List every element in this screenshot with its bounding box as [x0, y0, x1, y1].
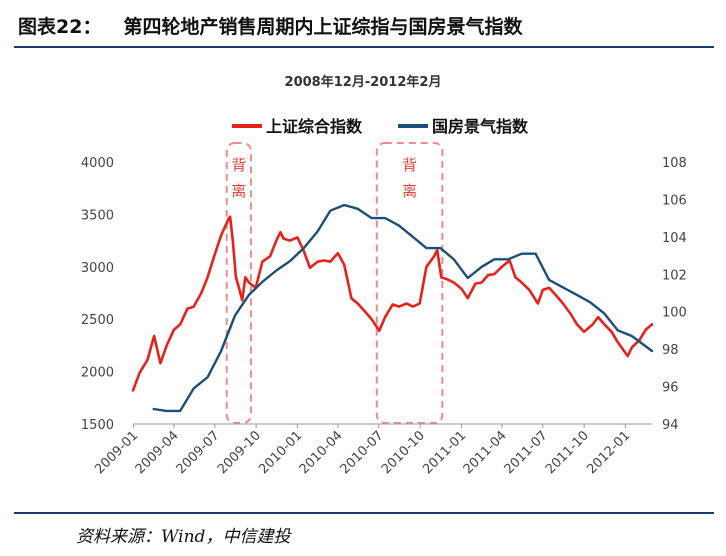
figure-title-text: 第四轮地产销售周期内上证综指与国房景气指数 — [123, 16, 523, 38]
series — [131, 203, 654, 413]
divergence-label-char: 背 — [402, 156, 417, 174]
x-tick-label: 2009-01 — [92, 428, 141, 477]
real-estate-index-line — [152, 203, 654, 413]
divergence-box — [225, 142, 252, 424]
top-rule — [14, 46, 714, 48]
x-tick-label: 2009-04 — [133, 428, 182, 477]
x-tick-label: 2010-01 — [256, 428, 305, 477]
y-right-tick-label: 104 — [662, 231, 687, 246]
y-right-tick-label: 100 — [662, 306, 687, 321]
x-tick-label: 2010-04 — [297, 428, 346, 477]
x-tick-label: 2011-01 — [420, 428, 469, 477]
x-tick-label: 2010-07 — [338, 428, 387, 477]
figure-title: 图表22： 第四轮地产销售周期内上证综指与国房景气指数 — [18, 12, 522, 39]
axes: 4000 3500 3000 2500 2000 1500 108 106 104 102 100 9… — [81, 156, 687, 477]
source-note: 资料来源：Wind，中信建投 — [76, 527, 291, 547]
y-left-tick-label: 1500 — [81, 418, 114, 433]
x-tick-label: 2011-07 — [502, 428, 551, 477]
y-right-tick-label: 98 — [662, 343, 679, 358]
divergence-label-char: 背 — [231, 156, 246, 174]
y-right-tick-label: 94 — [662, 418, 679, 433]
y-left-tick-label: 3500 — [81, 208, 114, 223]
bottom-rule — [14, 512, 714, 514]
x-tick-label: 2010-10 — [379, 428, 428, 477]
y-left-tick-label: 4000 — [81, 156, 114, 171]
legend-label: 国房景气指数 — [432, 117, 529, 136]
figure-number: 图表22： — [18, 16, 102, 38]
divergence-label-char: 离 — [231, 182, 246, 200]
y-right-tick-label: 96 — [662, 381, 679, 396]
y-right-tick-label: 102 — [662, 268, 687, 283]
x-tick-label: 2012-01 — [584, 428, 633, 477]
divergence-label-char: 离 — [402, 182, 417, 200]
legend: 上证综合指数 国房景气指数 — [232, 117, 529, 136]
x-tick-label: 2009-10 — [215, 428, 264, 477]
y-left-tick-label: 3000 — [81, 261, 114, 276]
legend-label: 上证综合指数 — [266, 117, 363, 136]
y-left-tick-label: 2000 — [81, 366, 114, 381]
x-tick-label: 2011-10 — [543, 428, 592, 477]
y-right-tick-label: 108 — [662, 156, 687, 171]
chart-subtitle: 2008年12月-2012年2月 — [285, 74, 442, 90]
x-tick-label: 2009-07 — [174, 428, 223, 477]
shanghai-index-line — [131, 215, 654, 392]
y-right-tick-label: 106 — [662, 193, 687, 208]
divergence-box — [375, 142, 444, 424]
y-left-tick-label: 2500 — [81, 313, 114, 328]
x-tick-label: 2011-04 — [461, 428, 510, 477]
